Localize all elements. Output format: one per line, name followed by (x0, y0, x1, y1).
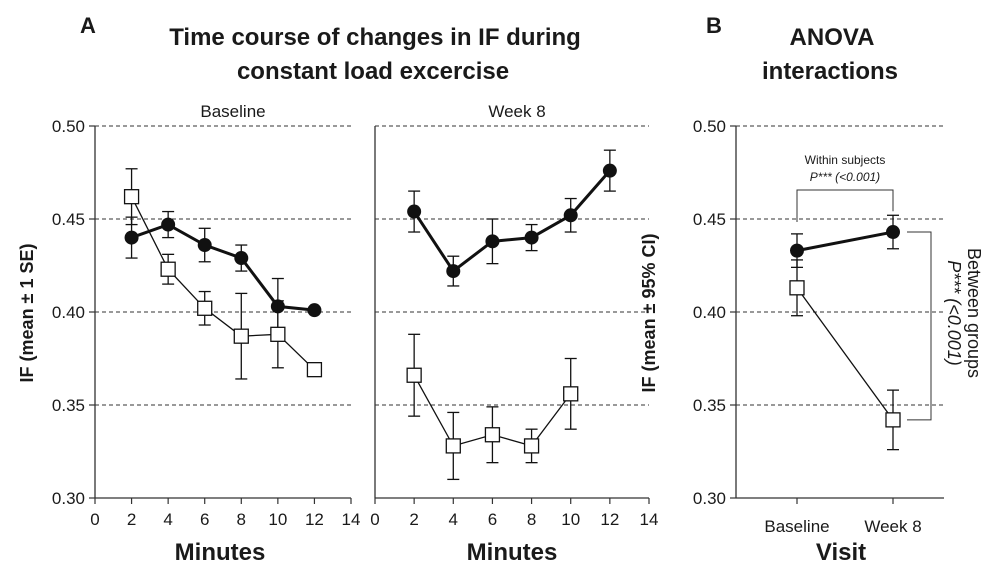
baseline-series-2-point (197, 300, 213, 316)
baseline-y-tick-label: 0.45 (52, 210, 85, 229)
baseline-x-tick-label: 4 (163, 510, 172, 529)
between-groups-bracket (907, 231, 932, 421)
week8-x-tick-label: 8 (527, 510, 536, 529)
baseline-x-tick-label: 10 (268, 510, 287, 529)
baseline-series-1-line (131, 222, 315, 312)
week8-series-2-point (406, 367, 422, 383)
between-groups-label: Between groups (964, 248, 984, 378)
anova-y-tick-label: 0.35 (693, 396, 726, 415)
anova-series-1-point (886, 225, 900, 240)
anova-x-tick-label: Week 8 (864, 517, 921, 536)
baseline-series-1-point (161, 217, 176, 232)
panel-a-title-line1: Time course of changes in IF during (169, 24, 581, 51)
baseline-series-1-point (234, 251, 249, 266)
within-subjects-p: P*** (<0.001) (810, 170, 880, 184)
week8-plot: 0 2 4 6 8 10 12 14 (370, 125, 659, 529)
week8-x-axis-label: Minutes (467, 539, 558, 566)
panel-b-title-line2: interactions (762, 58, 898, 85)
panel-b-y-axis-label: IF (mean ± 95% CI) (639, 234, 659, 393)
anova-series-2-line (796, 287, 894, 421)
week8-x-tick-label: 2 (409, 510, 418, 529)
panel-a-title-line2: constant load excercise (237, 58, 509, 85)
week8-x-tick-label: 12 (600, 510, 619, 529)
baseline-series-2-line (130, 196, 315, 371)
anova-x-tick-label: Baseline (764, 517, 829, 536)
week8-series-2-point (445, 438, 461, 454)
week8-series-1-point (524, 230, 539, 245)
within-subjects-bracket (796, 189, 894, 223)
panel-b-letter: B (706, 13, 722, 38)
baseline-series-2-point (233, 328, 249, 344)
baseline-plot: 0.30 0.35 0.40 0.45 0.50 0 2 4 6 8 10 12 14 (52, 117, 361, 529)
panel-b-x-axis-label: Visit (816, 539, 866, 566)
baseline-series-1-point (124, 230, 139, 245)
week8-series-1-point (446, 264, 461, 279)
week8-series-2-point (484, 427, 501, 443)
baseline-y-tick-label: 0.35 (52, 396, 85, 415)
anova-plot: 0.30 0.35 0.40 0.45 0.50 Baseline Week 8 (693, 117, 944, 536)
baseline-x-axis-label: Minutes (175, 539, 266, 566)
anova-series-2-point (885, 412, 901, 428)
baseline-y-tick-label: 0.30 (52, 489, 85, 508)
anova-y-tick-label: 0.50 (693, 117, 726, 136)
baseline-x-tick-label: 0 (90, 510, 99, 529)
baseline-x-tick-label: 8 (237, 510, 246, 529)
baseline-series-1-point (307, 303, 322, 318)
week8-x-tick-label: 14 (640, 510, 659, 529)
week8-series-1-line (412, 169, 611, 274)
week8-subplot-title: Week 8 (488, 102, 545, 121)
anova-y-tick-label: 0.45 (693, 210, 726, 229)
baseline-x-tick-label: 2 (127, 510, 136, 529)
anova-y-tick-label: 0.40 (693, 303, 726, 322)
week8-x-tick-label: 4 (449, 510, 458, 529)
anova-series-2-point (789, 280, 805, 296)
anova-series-1-line (796, 230, 894, 253)
anova-series-1-point (790, 243, 804, 258)
week8-series-1-point (407, 204, 422, 219)
baseline-subplot-title: Baseline (200, 102, 265, 121)
between-groups-p: P*** (<0.001) (944, 260, 964, 366)
week8-x-tick-label: 10 (561, 510, 580, 529)
within-subjects-label: Within subjects (805, 153, 886, 167)
week8-series-2-point (563, 386, 579, 402)
baseline-y-tick-label: 0.40 (52, 303, 85, 322)
baseline-series-2-point (123, 189, 140, 205)
baseline-series-2-point (270, 326, 286, 342)
week8-x-tick-label: 6 (488, 510, 497, 529)
baseline-y-tick-label: 0.50 (52, 117, 85, 136)
week8-series-1-point (485, 234, 500, 249)
week8-series-1-point (602, 163, 617, 178)
baseline-x-tick-label: 12 (305, 510, 324, 529)
baseline-series-2-point (160, 261, 176, 277)
week8-series-2-point (523, 438, 540, 454)
week8-series-1-point (563, 208, 578, 223)
baseline-series-1-point (197, 238, 212, 253)
week8-x-tick-label: 0 (370, 510, 379, 529)
baseline-x-tick-label: 6 (200, 510, 209, 529)
panel-a-letter: A (80, 13, 96, 38)
panel-a-y-axis-label: IF (mean ± 1 SE) (17, 244, 37, 383)
baseline-x-tick-label: 14 (342, 510, 361, 529)
baseline-series-2-point (306, 362, 323, 378)
anova-y-tick-label: 0.30 (693, 489, 726, 508)
panel-b-title-line1: ANOVA (790, 24, 875, 51)
